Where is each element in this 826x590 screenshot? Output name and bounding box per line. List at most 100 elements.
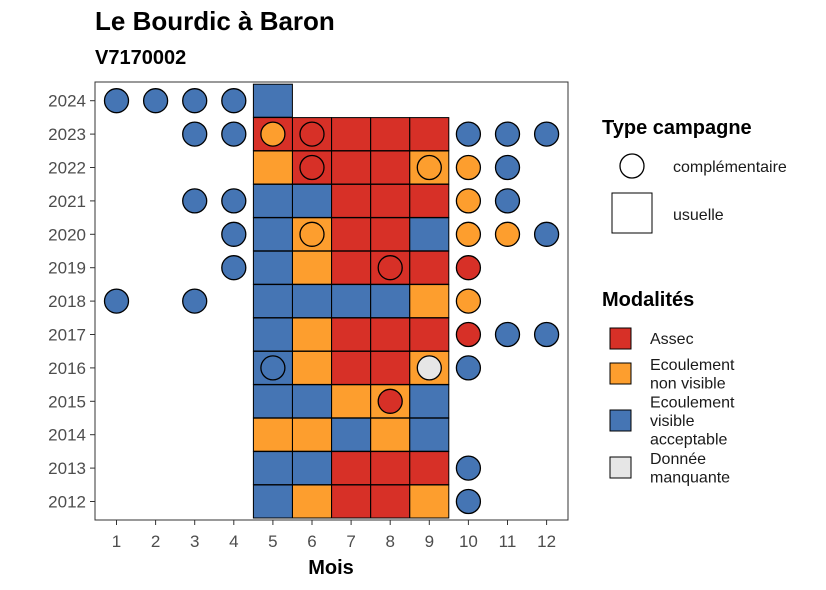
y-tick-label-2021: 2021 <box>48 192 86 211</box>
point-2022-10 <box>455 154 482 181</box>
x-axis: 1 2 3 4 5 6 7 8 9 10 11 12 <box>112 520 556 551</box>
point-2024-1 <box>103 88 130 114</box>
point-2019-10 <box>455 255 482 281</box>
point-2013-10 <box>455 455 482 481</box>
legend-type-campagne: Type campagne complémentaire usuelle <box>602 117 787 234</box>
point-2020-11 <box>494 221 521 247</box>
tile-2017-6 <box>292 317 332 352</box>
tile-2021-9 <box>409 183 450 218</box>
x-tick-label-4: 4 <box>229 532 238 551</box>
x-tick-label-12: 12 <box>537 532 556 551</box>
tile-2022-8 <box>370 150 411 185</box>
tile-2021-8 <box>370 183 411 218</box>
tile-2023-7 <box>331 117 372 152</box>
point-2023-11 <box>494 121 521 147</box>
x-tick-label-7: 7 <box>346 532 355 551</box>
complementaire-points <box>103 88 560 515</box>
y-tick-label-2017: 2017 <box>48 326 86 345</box>
chart-title: Le Bourdic à Baron <box>95 6 335 36</box>
tile-2013-8 <box>370 451 411 486</box>
legend-label-ecoulement-visible-acceptable-line-3: acceptable <box>650 432 727 449</box>
legend-type-title: Type campagne <box>602 117 752 139</box>
point-2020-4 <box>221 221 247 247</box>
tile-2014-6 <box>292 417 332 452</box>
point-2021-10 <box>455 188 482 214</box>
legend-key-assec <box>609 327 632 350</box>
tile-2020-7 <box>331 217 372 252</box>
point-2024-4 <box>221 88 247 114</box>
tile-2012-5 <box>252 484 293 519</box>
legend-label-donnee-manquante-line-2: manquante <box>650 469 730 486</box>
x-tick-label-3: 3 <box>190 532 199 551</box>
tile-2022-7 <box>331 150 372 185</box>
y-tick-label-2014: 2014 <box>48 426 86 445</box>
point-2012-10 <box>455 488 482 515</box>
tile-2021-5 <box>252 183 293 218</box>
legend-key-ecoulement-non-visible <box>609 362 632 385</box>
tile-2018-6 <box>292 284 332 319</box>
point-2016-10 <box>455 355 482 381</box>
point-2020-6 <box>299 221 325 247</box>
point-2023-12 <box>533 121 560 147</box>
tile-2016-6 <box>292 350 332 385</box>
tile-2017-5 <box>252 317 293 352</box>
legend-label-ecoulement-visible-acceptable-line-1: Ecoulement <box>650 395 735 412</box>
point-2024-2 <box>142 88 169 114</box>
tile-2014-8 <box>370 417 411 452</box>
tile-2012-7 <box>331 484 372 519</box>
tile-2015-7 <box>331 384 372 419</box>
tile-2022-5 <box>252 150 293 185</box>
tile-2020-9 <box>409 217 450 252</box>
tile-2019-6 <box>292 250 332 285</box>
legend-mod-title: Modalités <box>602 289 694 311</box>
point-2017-10 <box>455 321 482 348</box>
tile-2018-8 <box>370 284 411 319</box>
point-2023-5 <box>260 121 286 147</box>
point-2023-4 <box>221 121 247 147</box>
x-tick-label-11: 11 <box>499 532 517 551</box>
legend-label-complementaire: complémentaire <box>673 159 787 176</box>
y-tick-label-2019: 2019 <box>48 259 86 278</box>
y-tick-label-2023: 2023 <box>48 125 86 144</box>
y-tick-label-2020: 2020 <box>48 225 86 244</box>
point-2016-5 <box>260 355 286 381</box>
legend-label-donnee-manquante-line-1: Donnée <box>650 451 706 468</box>
tile-2015-6 <box>292 384 332 419</box>
tile-2015-5 <box>252 384 293 419</box>
tile-2012-9 <box>409 484 450 519</box>
point-2018-1 <box>103 288 130 314</box>
point-2021-3 <box>182 188 208 214</box>
tile-2015-9 <box>409 384 450 419</box>
tile-2014-9 <box>409 417 450 452</box>
y-tick-label-2022: 2022 <box>48 159 86 178</box>
tile-2013-6 <box>292 451 332 486</box>
tile-2013-5 <box>252 451 293 486</box>
chart-subtitle: V7170002 <box>95 47 186 69</box>
point-2022-9 <box>416 154 442 181</box>
point-2021-4 <box>221 188 247 214</box>
point-2020-12 <box>533 221 560 247</box>
tile-2014-5 <box>252 417 293 452</box>
legend-label-ecoulement-non-visible-line-2: non visible <box>650 375 726 392</box>
point-2018-3 <box>182 288 208 314</box>
point-2020-10 <box>455 221 482 247</box>
point-2017-11 <box>494 321 521 348</box>
y-tick-label-2015: 2015 <box>48 392 86 411</box>
legend-label-ecoulement-non-visible-line-1: Ecoulement <box>650 357 735 374</box>
point-2019-8 <box>377 255 403 281</box>
x-axis-title: Mois <box>308 557 354 579</box>
point-2022-11 <box>494 154 521 181</box>
x-tick-label-10: 10 <box>459 532 478 551</box>
tile-2023-9 <box>409 117 450 152</box>
tile-2017-8 <box>370 317 411 352</box>
y-axis: 2012 2013 2014 2015 2016 2017 2018 2019 2020 2021… <box>48 92 95 512</box>
x-tick-label-1: 1 <box>112 532 121 551</box>
legend-key-donnee-manquante <box>609 456 632 479</box>
point-2021-11 <box>494 188 521 214</box>
tile-2012-8 <box>370 484 411 519</box>
point-2024-3 <box>182 88 208 114</box>
legend-label-usuelle: usuelle <box>673 207 724 224</box>
x-tick-label-9: 9 <box>425 532 434 551</box>
tile-2023-8 <box>370 117 411 152</box>
